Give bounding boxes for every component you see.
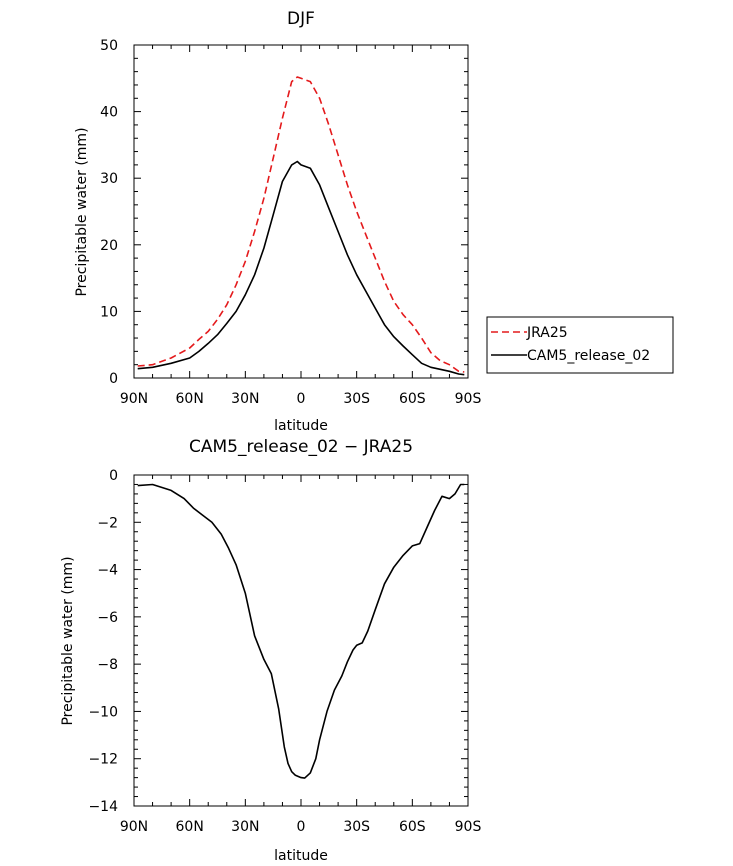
series-line-jra25 xyxy=(137,76,465,373)
y-tick-label: 0 xyxy=(109,371,118,387)
series-line-cam5-release-02 xyxy=(137,160,465,376)
legend-frame xyxy=(486,316,674,374)
x-tick-label: 0 xyxy=(297,819,306,835)
y-tick-label: 50 xyxy=(100,38,118,54)
y-tick-label: −2 xyxy=(97,515,118,531)
y-tick-label: −14 xyxy=(88,799,118,815)
y-axis-label: Precipitable water (mm) xyxy=(60,556,76,725)
chart-title: CAM5_release_02 − JRA25 xyxy=(189,437,413,457)
y-tick-label: −12 xyxy=(88,752,118,768)
x-tick-label: 60N xyxy=(176,391,204,407)
x-tick-label: 30S xyxy=(343,391,370,407)
x-tick-label: 0 xyxy=(297,391,306,407)
legend: JRA25 CAM5_release_02 xyxy=(486,316,674,374)
chart-panel-difference: CAM5_release_02 − JRA25 Precipitable wat… xyxy=(60,437,481,864)
x-tick-label: 90S xyxy=(455,391,482,407)
chart-panel-djf: DJF Precipitable water (mm) latitude 90N… xyxy=(74,9,481,434)
plot-frame xyxy=(133,44,469,379)
x-axis-label: latitude xyxy=(274,418,328,434)
x-tick-label: 90N xyxy=(120,819,148,835)
x-tick-label: 60S xyxy=(399,819,426,835)
chart-title: DJF xyxy=(287,9,315,29)
legend-label-cam5: CAM5_release_02 xyxy=(527,348,650,364)
y-tick-label: 30 xyxy=(100,171,118,187)
x-tick-label: 30S xyxy=(343,819,370,835)
y-tick-label: 20 xyxy=(100,238,118,254)
plot-frame xyxy=(133,474,469,807)
y-tick-label: −8 xyxy=(97,657,118,673)
y-tick-label: 10 xyxy=(100,304,118,320)
x-axis-label: latitude xyxy=(274,848,328,864)
x-tick-label: 60S xyxy=(399,391,426,407)
x-tick-label: 90N xyxy=(120,391,148,407)
x-tick-label: 30N xyxy=(231,391,259,407)
x-tick-label: 90S xyxy=(455,819,482,835)
y-tick-label: −6 xyxy=(97,610,118,626)
x-tick-label: 60N xyxy=(176,819,204,835)
y-axis-label: Precipitable water (mm) xyxy=(74,127,90,296)
y-tick-label: 0 xyxy=(109,468,118,484)
y-tick-label: 40 xyxy=(100,105,118,121)
series-line-difference xyxy=(137,483,465,779)
legend-label-jra25: JRA25 xyxy=(526,325,568,341)
y-tick-label: −10 xyxy=(88,704,118,720)
x-tick-label: 30N xyxy=(231,819,259,835)
y-tick-label: −4 xyxy=(97,563,118,579)
